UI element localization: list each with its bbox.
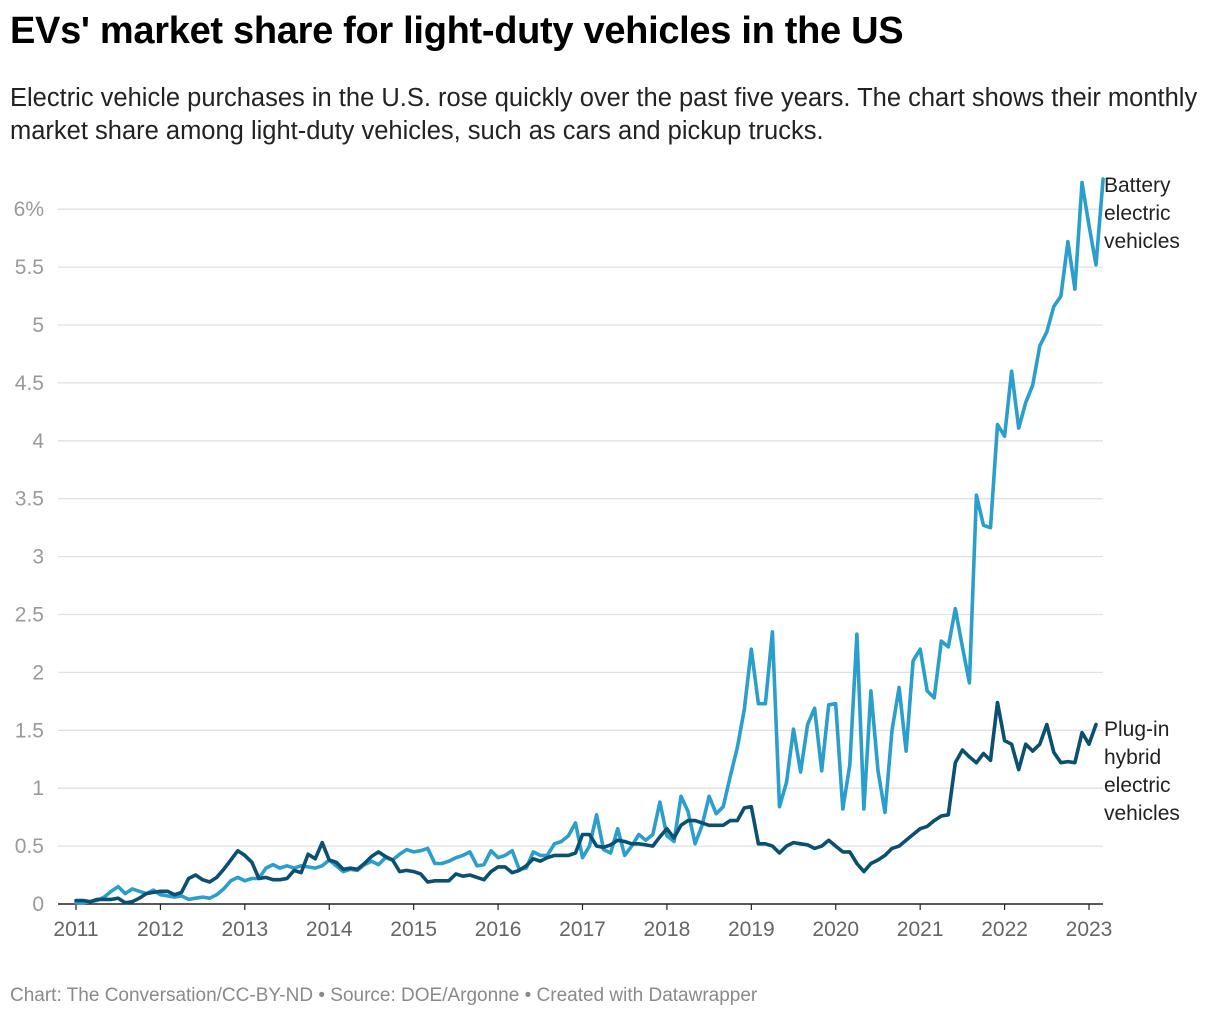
series-label-line: electric <box>1104 774 1171 797</box>
y-tick-label: 1.5 <box>15 719 44 742</box>
x-tick-label: 2013 <box>221 918 268 941</box>
y-tick-label: 4 <box>32 430 44 453</box>
series-label-line: hybrid <box>1104 746 1161 769</box>
y-tick-label: 1 <box>32 777 44 800</box>
chart-footer: Chart: The Conversation/CC-BY-ND • Sourc… <box>10 985 758 1006</box>
x-axis-ticks: 2011 2012 2013 2014 2015 2016 2017 2018 2019 2020… <box>53 904 1112 941</box>
series-label-plug-in-hybrid: Plug-in hybrid electric vehicles <box>1104 718 1180 825</box>
series-label-line: vehicles <box>1104 802 1180 825</box>
x-tick-label: 2020 <box>812 918 859 941</box>
x-tick-label: 2017 <box>559 918 606 941</box>
y-tick-label: 2.5 <box>15 604 44 627</box>
series-label-line: electric <box>1104 202 1171 225</box>
x-tick-label: 2019 <box>728 918 775 941</box>
y-tick-label: 4.5 <box>15 372 44 395</box>
series-line-battery-electric <box>74 177 1105 905</box>
y-axis-ticks: 0 0.5 1 1.5 2 2.5 3 3.5 4 4.5 5 5.5 6% <box>14 198 45 916</box>
x-tick-label: 2011 <box>53 918 98 941</box>
series-labels: Battery electric vehicles Plug-in hybrid elec… <box>1104 174 1180 825</box>
y-tick-label: 0 <box>32 893 44 916</box>
x-tick-label: 2015 <box>390 918 437 941</box>
gridlines <box>58 208 1103 905</box>
y-tick-label: 5.5 <box>15 256 44 279</box>
x-tick-label: 2012 <box>137 918 184 941</box>
chart-title: EVs' market share for light-duty vehicle… <box>10 10 904 52</box>
y-tick-label: 3 <box>32 546 44 569</box>
series-lines <box>74 177 1105 905</box>
x-tick-label: 2021 <box>897 918 944 941</box>
series-label-line: vehicles <box>1104 230 1180 253</box>
x-tick-label: 2023 <box>1066 918 1113 941</box>
x-tick-label: 2014 <box>306 918 353 941</box>
y-tick-label: 5 <box>32 314 44 337</box>
x-tick-label: 2022 <box>981 918 1028 941</box>
series-label-line: Plug-in <box>1104 718 1169 741</box>
y-tick-label: 3.5 <box>15 488 44 511</box>
y-tick-label: 6% <box>14 198 44 221</box>
x-tick-label: 2016 <box>475 918 522 941</box>
y-tick-label: 2 <box>32 661 44 684</box>
line-chart: 00.511.522.533.544.555.56% 2011 2012 2013 2… <box>14 174 1180 941</box>
chart-subtitle: Electric vehicle purchases in the U.S. r… <box>10 84 1198 145</box>
x-tick-label: 2018 <box>644 918 691 941</box>
series-label-battery-electric: Battery electric vehicles <box>1104 174 1180 253</box>
series-line-plug-in-hybrid <box>74 700 1098 905</box>
series-label-line: Battery <box>1104 174 1171 197</box>
y-tick-label: 0.5 <box>15 835 44 858</box>
